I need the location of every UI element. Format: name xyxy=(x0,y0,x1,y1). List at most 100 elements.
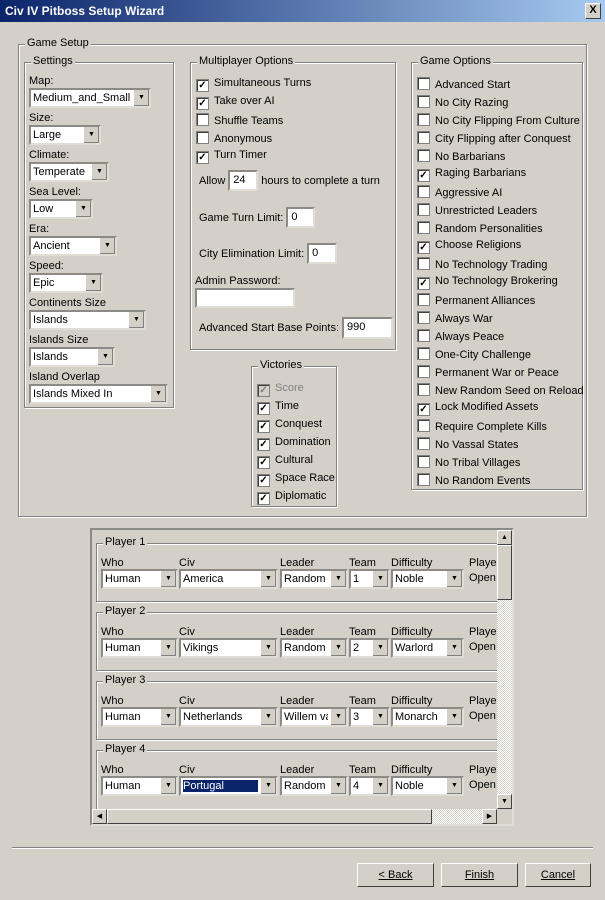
game-option-checkbox[interactable]: New Random Seed on Reload xyxy=(417,383,584,397)
advanced-start-input[interactable]: 990 xyxy=(342,317,394,339)
game-option-checkbox[interactable]: One-City Challenge xyxy=(417,347,531,361)
back-button[interactable]: < Back xyxy=(357,863,434,887)
game-option-checkbox[interactable]: No City Flipping From Culture xyxy=(417,113,580,127)
checkbox-icon[interactable] xyxy=(417,419,430,432)
player-who-select[interactable]: Human ▼ xyxy=(101,776,178,796)
turn-limit-input[interactable]: 0 xyxy=(286,207,316,228)
checkbox-icon[interactable] xyxy=(417,365,430,378)
close-button[interactable]: X xyxy=(585,3,601,19)
player-leader-select[interactable]: Random ▼ xyxy=(280,638,348,658)
dropdown-arrow-icon[interactable]: ▼ xyxy=(85,275,101,291)
game-option-checkbox[interactable]: No Barbarians xyxy=(417,149,505,163)
player-difficulty-select[interactable]: Noble ▼ xyxy=(391,569,464,589)
checkbox-icon[interactable]: ✓ xyxy=(196,151,209,164)
player-difficulty-select[interactable]: Noble ▼ xyxy=(391,776,464,796)
checkbox-icon[interactable]: ✓ xyxy=(257,384,270,397)
scroll-up-button[interactable]: ▲ xyxy=(497,530,512,545)
setting-select[interactable]: Temperate ▼ xyxy=(29,162,109,182)
dropdown-arrow-icon[interactable]: ▼ xyxy=(83,127,99,143)
checkbox-icon[interactable]: ✓ xyxy=(257,420,270,433)
finish-button[interactable]: Finish xyxy=(441,863,518,887)
admin-password-input[interactable] xyxy=(195,288,295,308)
dropdown-arrow-icon[interactable]: ▼ xyxy=(260,571,276,587)
dropdown-arrow-icon[interactable]: ▼ xyxy=(372,571,388,587)
setting-select[interactable]: Islands Mixed In ▼ xyxy=(29,384,168,404)
dropdown-arrow-icon[interactable]: ▼ xyxy=(372,640,388,656)
dropdown-arrow-icon[interactable]: ▼ xyxy=(446,640,462,656)
game-option-checkbox[interactable]: ✓ Lock Modified Assets xyxy=(417,401,538,416)
dropdown-arrow-icon[interactable]: ▼ xyxy=(260,709,276,725)
dropdown-arrow-icon[interactable]: ▼ xyxy=(330,571,346,587)
player-civ-select[interactable]: Vikings ▼ xyxy=(179,638,278,658)
dropdown-arrow-icon[interactable]: ▼ xyxy=(330,640,346,656)
setting-select[interactable]: Ancient ▼ xyxy=(29,236,117,256)
player-difficulty-select[interactable]: Monarch ▼ xyxy=(391,707,464,727)
checkbox-icon[interactable] xyxy=(417,95,430,108)
game-option-checkbox[interactable]: No City Razing xyxy=(417,95,508,109)
player-leader-select[interactable]: Random ▼ xyxy=(280,569,348,589)
game-option-checkbox[interactable]: ✓ No Technology Brokering xyxy=(417,275,558,290)
checkbox-icon[interactable] xyxy=(196,131,209,144)
dropdown-arrow-icon[interactable]: ▼ xyxy=(133,90,149,106)
multiplayer-checkbox[interactable]: ✓ Turn Timer xyxy=(196,149,267,164)
player-team-select[interactable]: 3 ▼ xyxy=(349,707,390,727)
checkbox-icon[interactable] xyxy=(417,383,430,396)
scroll-down-button[interactable]: ▼ xyxy=(497,794,512,809)
checkbox-icon[interactable] xyxy=(196,113,209,126)
dropdown-arrow-icon[interactable]: ▼ xyxy=(160,571,176,587)
checkbox-icon[interactable]: ✓ xyxy=(196,79,209,92)
dropdown-arrow-icon[interactable]: ▼ xyxy=(99,238,115,254)
checkbox-icon[interactable]: ✓ xyxy=(257,492,270,505)
victory-checkbox[interactable]: ✓ Space Race xyxy=(257,472,335,487)
checkbox-icon[interactable] xyxy=(417,311,430,324)
city-elimination-input[interactable]: 0 xyxy=(307,243,338,264)
scroll-thumb[interactable] xyxy=(497,545,512,600)
dropdown-arrow-icon[interactable]: ▼ xyxy=(446,778,462,794)
dropdown-arrow-icon[interactable]: ▼ xyxy=(260,640,276,656)
game-option-checkbox[interactable]: ✓ Raging Barbarians xyxy=(417,167,526,182)
scroll-right-button[interactable]: ▶ xyxy=(482,809,497,824)
checkbox-icon[interactable]: ✓ xyxy=(417,403,430,416)
horizontal-scrollbar[interactable]: ◀ ▶ xyxy=(92,809,497,824)
game-option-checkbox[interactable]: Advanced Start xyxy=(417,77,510,91)
scroll-left-button[interactable]: ◀ xyxy=(92,809,107,824)
checkbox-icon[interactable] xyxy=(417,77,430,90)
player-team-select[interactable]: 2 ▼ xyxy=(349,638,390,658)
player-leader-select[interactable]: Random ▼ xyxy=(280,776,348,796)
cancel-button[interactable]: Cancel xyxy=(525,863,591,887)
multiplayer-checkbox[interactable]: Shuffle Teams xyxy=(196,113,283,127)
game-option-checkbox[interactable]: No Tribal Villages xyxy=(417,455,520,469)
game-option-checkbox[interactable]: City Flipping after Conquest xyxy=(417,131,571,145)
player-team-select[interactable]: 1 ▼ xyxy=(349,569,390,589)
game-option-checkbox[interactable]: Aggressive AI xyxy=(417,185,502,199)
checkbox-icon[interactable] xyxy=(417,347,430,360)
setting-select[interactable]: Islands ▼ xyxy=(29,310,146,330)
multiplayer-checkbox[interactable]: ✓ Simultaneous Turns xyxy=(196,77,311,92)
checkbox-icon[interactable] xyxy=(417,257,430,270)
dropdown-arrow-icon[interactable]: ▼ xyxy=(372,709,388,725)
player-difficulty-select[interactable]: Warlord ▼ xyxy=(391,638,464,658)
dropdown-arrow-icon[interactable]: ▼ xyxy=(446,571,462,587)
turn-hours-input[interactable]: 24 xyxy=(228,170,259,191)
player-civ-select[interactable]: Portugal ▼ xyxy=(179,776,278,796)
game-option-checkbox[interactable]: Always War xyxy=(417,311,493,325)
victory-checkbox[interactable]: ✓ Diplomatic xyxy=(257,490,326,505)
player-civ-select[interactable]: Netherlands ▼ xyxy=(179,707,278,727)
victory-checkbox[interactable]: ✓ Conquest xyxy=(257,418,322,433)
dropdown-arrow-icon[interactable]: ▼ xyxy=(75,201,91,217)
dropdown-arrow-icon[interactable]: ▼ xyxy=(150,386,166,402)
dropdown-arrow-icon[interactable]: ▼ xyxy=(330,778,346,794)
dropdown-arrow-icon[interactable]: ▼ xyxy=(446,709,462,725)
checkbox-icon[interactable]: ✓ xyxy=(257,438,270,451)
game-option-checkbox[interactable]: Random Personalities xyxy=(417,221,543,235)
checkbox-icon[interactable]: ✓ xyxy=(257,474,270,487)
player-team-select[interactable]: 4 ▼ xyxy=(349,776,390,796)
victory-checkbox[interactable]: ✓ Time xyxy=(257,400,299,415)
dropdown-arrow-icon[interactable]: ▼ xyxy=(97,349,113,365)
checkbox-icon[interactable] xyxy=(417,455,430,468)
dropdown-arrow-icon[interactable]: ▼ xyxy=(128,312,144,328)
victory-checkbox[interactable]: ✓ Cultural xyxy=(257,454,313,469)
dropdown-arrow-icon[interactable]: ▼ xyxy=(160,778,176,794)
checkbox-icon[interactable]: ✓ xyxy=(417,241,430,254)
checkbox-icon[interactable]: ✓ xyxy=(417,277,430,290)
